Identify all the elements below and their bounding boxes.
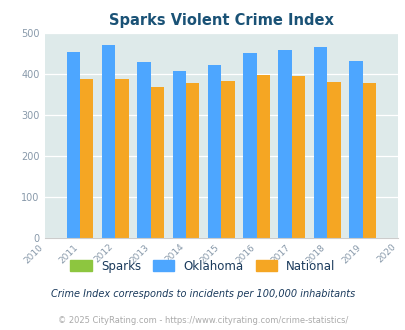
Text: © 2025 CityRating.com - https://www.cityrating.com/crime-statistics/: © 2025 CityRating.com - https://www.city…: [58, 316, 347, 325]
Bar: [172, 72, 185, 238]
Bar: [256, 75, 269, 238]
Bar: [348, 61, 362, 238]
Text: Crime Index corresponds to incidents per 100,000 inhabitants: Crime Index corresponds to incidents per…: [51, 289, 354, 299]
Bar: [207, 65, 221, 238]
Bar: [362, 82, 375, 238]
Legend: Sparks, Oklahoma, National: Sparks, Oklahoma, National: [66, 255, 339, 278]
Bar: [115, 79, 128, 238]
Bar: [291, 76, 305, 238]
Bar: [137, 62, 150, 238]
Bar: [313, 47, 326, 238]
Bar: [80, 79, 93, 238]
Bar: [278, 50, 291, 238]
Bar: [221, 81, 234, 238]
Bar: [243, 53, 256, 238]
Bar: [66, 52, 80, 238]
Bar: [102, 45, 115, 238]
Bar: [150, 87, 164, 238]
Bar: [326, 82, 340, 238]
Title: Sparks Violent Crime Index: Sparks Violent Crime Index: [109, 13, 333, 28]
Bar: [185, 83, 199, 238]
